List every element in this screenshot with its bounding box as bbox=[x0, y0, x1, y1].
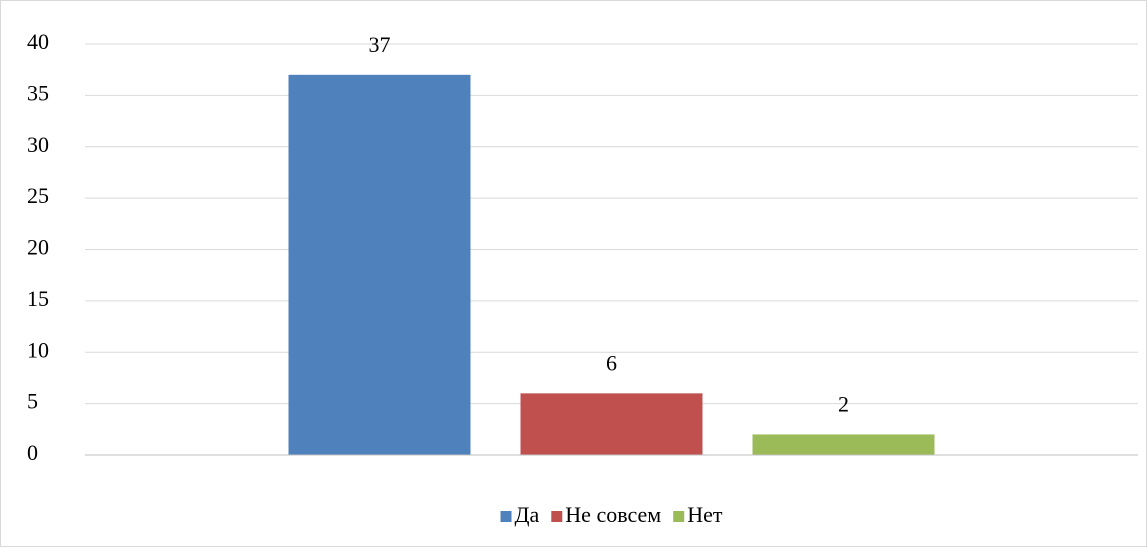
y-tick-label: 30 bbox=[27, 132, 49, 157]
legend-swatch bbox=[673, 511, 685, 522]
legend-label: Нет bbox=[687, 502, 723, 527]
y-tick-label: 15 bbox=[27, 286, 49, 311]
data-label: 37 bbox=[369, 32, 391, 57]
data-label: 6 bbox=[606, 350, 617, 375]
bar bbox=[520, 393, 703, 455]
y-tick-label: 25 bbox=[27, 183, 49, 208]
y-tick-label: 10 bbox=[27, 337, 49, 362]
bar bbox=[288, 74, 471, 455]
y-tick-label: 20 bbox=[27, 235, 49, 260]
y-tick-label: 0 bbox=[27, 440, 38, 465]
y-tick-label: 40 bbox=[27, 29, 49, 54]
legend-swatch bbox=[551, 511, 563, 522]
y-tick-label: 5 bbox=[27, 389, 38, 414]
legend-label: Да bbox=[515, 502, 540, 527]
legend-swatch bbox=[500, 511, 512, 522]
data-label: 2 bbox=[838, 391, 849, 416]
legend-label: Не совсем bbox=[565, 502, 661, 527]
bar bbox=[752, 434, 935, 455]
y-tick-label: 35 bbox=[27, 80, 49, 105]
